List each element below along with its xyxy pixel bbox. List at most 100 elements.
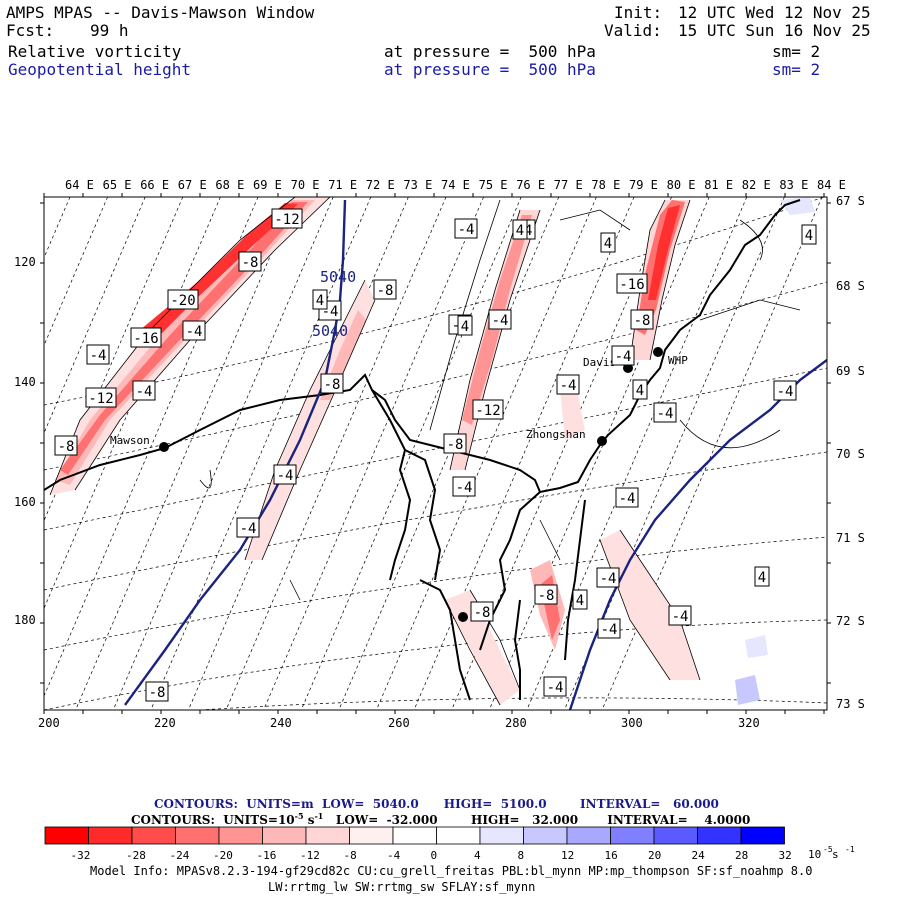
colorbar: -32 -28 -24 -20 -16 -12 -8 -4 0 4 8 12 16 20 24 28 32 10-…: [44, 826, 855, 862]
colorbar-cell: [305, 826, 350, 845]
colorbar-unit-exp: -5: [823, 845, 833, 854]
top-axis-label: 73 E: [403, 178, 432, 192]
top-axis-label: 81 E: [704, 178, 733, 192]
vorticity-box-label: -4: [488, 309, 512, 330]
vorticity-box-label: -4: [454, 218, 478, 239]
vorticity-box-text: -4: [547, 680, 564, 696]
vorticity-box-label: -8: [443, 433, 467, 454]
colorbar-label: 12: [561, 849, 574, 862]
vorticity-box-label: -8: [373, 279, 397, 300]
model-info-line2: LW:rrtmg_lw SW:rrtmg_sw SFLAY:sf_mynn: [268, 880, 536, 894]
vorticity-box-label: -4: [653, 402, 677, 423]
vorticity-box-text: -4: [672, 609, 689, 625]
colorbar-label: -16: [257, 849, 277, 862]
top-axis-label: 65 E: [103, 178, 132, 192]
vorticity-box-text: -4: [619, 491, 636, 507]
top-axis-label: 76 E: [516, 178, 545, 192]
station-labels: Mawson Zhongshan Davis WHP: [110, 354, 688, 447]
colorbar-cell: [653, 826, 698, 845]
colorbar-label: 24: [692, 849, 706, 862]
vorticity-box-label: -20: [167, 289, 199, 310]
top-axis-label: 72 E: [366, 178, 395, 192]
vorticity-box-label: -4: [132, 380, 156, 401]
vorticity-box-text: 4: [316, 293, 324, 309]
contours-vort-exp: -5: [294, 811, 304, 821]
vorticity-box-label: -4: [182, 320, 206, 341]
right-axis-label: 73 S: [836, 697, 865, 711]
station-unnamed-marker: [458, 612, 468, 622]
vorticity-box-text: -12: [88, 391, 113, 407]
vorticity-box-text: -8: [324, 377, 341, 393]
station-label-whp: WHP: [668, 354, 688, 367]
vorticity-box-text: -4: [657, 406, 674, 422]
axis-labels: 64 E 65 E 66 E 67 E 68 E 69 E 70 E 71 E 72 E 73 E…: [14, 178, 865, 730]
station-label-davis: Davis: [583, 356, 616, 369]
left-axis-label: 160: [14, 495, 36, 509]
vorticity-box-text: -4: [615, 349, 632, 365]
colorbar-cell: [218, 826, 263, 845]
vorticity-box-label: -12: [271, 208, 303, 229]
right-axis-label: 67 S: [836, 194, 865, 208]
left-axis-label: 120: [14, 255, 36, 269]
station-label-mawson: Mawson: [110, 434, 150, 447]
vorticity-box-text: -4: [456, 480, 473, 496]
top-axis-label: 80 E: [667, 178, 696, 192]
vorticity-box-text: -4: [90, 348, 107, 364]
top-axis-label: 82 E: [742, 178, 771, 192]
field1-name: Relative vorticity: [8, 42, 182, 61]
colorbar-label: 28: [735, 849, 748, 862]
vorticity-box-label: -8: [470, 601, 494, 622]
top-axis-label: 69 E: [253, 178, 282, 192]
top-axis-label: 68 E: [215, 178, 244, 192]
vorticity-box-label: -4: [236, 517, 260, 538]
valid-label: Valid:: [604, 21, 662, 40]
colorbar-cell: [697, 826, 742, 845]
valid-value: 15 UTC Sun 16 Nov 25: [678, 21, 871, 40]
vorticity-box-text: -8: [58, 439, 75, 455]
vorticity-box-label: -4: [543, 676, 567, 697]
colorbar-cell: [349, 826, 394, 845]
vorticity-box-label: -4: [596, 567, 620, 588]
bottom-axis-label: 280: [505, 716, 527, 730]
colorbar-cell: [740, 826, 785, 845]
colorbar-label: 0: [431, 849, 438, 862]
colorbar-label: -32: [71, 849, 91, 862]
colorbar-label: 4: [474, 849, 481, 862]
vorticity-box-label: 4: [457, 315, 473, 336]
vorticity-box-label: 4: [801, 224, 817, 245]
colorbar-cell: [566, 826, 611, 845]
left-axis-label: 180: [14, 613, 36, 627]
right-axis-label: 72 S: [836, 614, 865, 628]
right-axis-label: 71 S: [836, 531, 865, 545]
vorticity-box-label: -4: [773, 380, 797, 401]
vorticity-box-label: -8: [238, 251, 262, 272]
axis-ticks: [40, 193, 831, 714]
vorticity-box-text: -8: [377, 283, 394, 299]
vorticity-box-text: -8: [149, 685, 166, 701]
vorticity-box-text: -8: [474, 605, 491, 621]
vorticity-box-label: -8: [534, 584, 558, 605]
colorbar-label: -12: [300, 849, 320, 862]
vorticity-box-text: -4: [186, 324, 203, 340]
station-whp-marker: [653, 347, 663, 357]
colorbar-label: 16: [605, 849, 618, 862]
height-contour-label: 5040: [320, 268, 356, 286]
latitude-grid: [44, 197, 827, 710]
vorticity-box-label: -12: [472, 399, 504, 420]
bottom-axis-label: 200: [38, 716, 60, 730]
vorticity-box-label: 4: [512, 219, 528, 240]
top-axis-label: 83 E: [779, 178, 808, 192]
vorticity-box-text: 4: [461, 319, 469, 335]
vorticity-box-text: -8: [242, 255, 259, 271]
top-axis-label: 70 E: [291, 178, 320, 192]
contours-vort-prefix: CONTOURS: UNITS=10: [131, 813, 295, 827]
top-axis-label: 66 E: [140, 178, 169, 192]
vorticity-box-text: 4: [604, 236, 612, 252]
colorbar-cell: [44, 826, 89, 845]
vorticity-box-label: 4: [572, 589, 588, 610]
vorticity-box-text: -4: [458, 222, 475, 238]
bottom-axis-label: 260: [388, 716, 410, 730]
vorticity-box-text: -4: [600, 571, 617, 587]
vorticity-box-text: -20: [170, 293, 195, 309]
vorticity-box-label: 4: [312, 289, 328, 310]
